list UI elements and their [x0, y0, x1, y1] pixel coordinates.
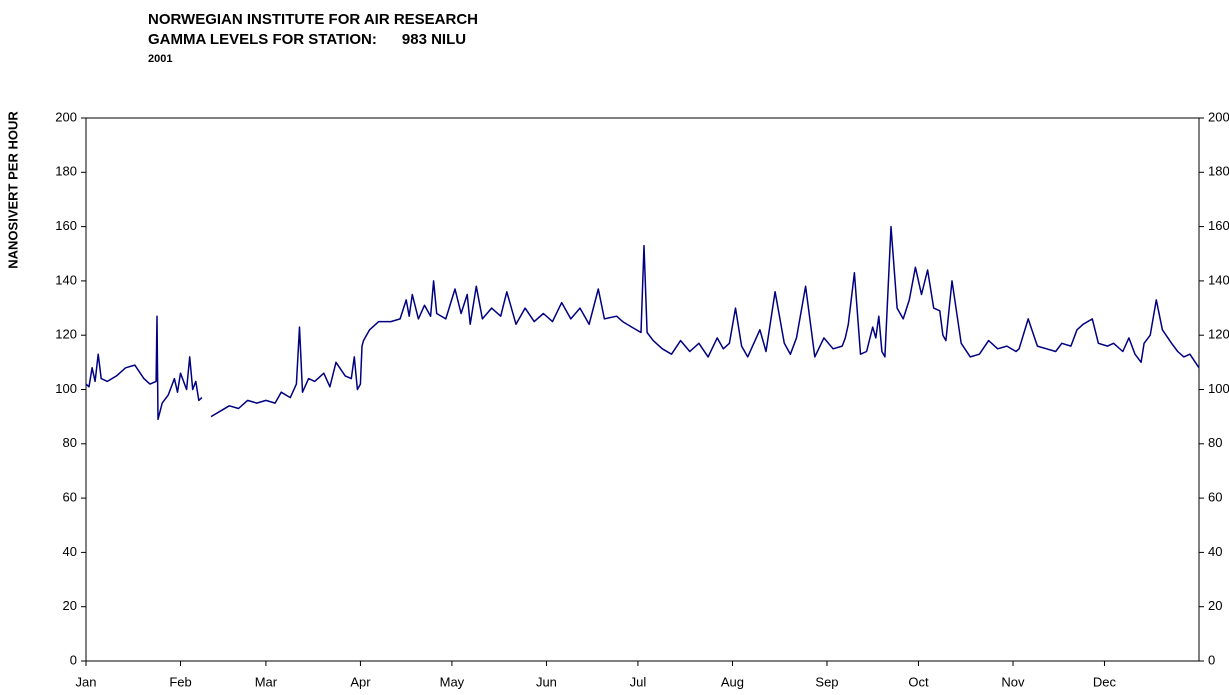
y2-tick-label: 100: [1208, 381, 1229, 396]
y2-tick-label: 0: [1208, 652, 1215, 667]
plot-frame: [85, 117, 1200, 662]
y-tick-label: 160: [55, 218, 77, 233]
y2-tick-label: 180: [1208, 164, 1229, 179]
y-tick-label: 140: [55, 272, 77, 287]
chart-subtitle: GAMMA LEVELS FOR STATION: 983 NILU: [148, 31, 466, 48]
y-tick-label: 60: [63, 490, 77, 505]
y-tick-label: 100: [55, 381, 77, 396]
y2-tick-label: 140: [1208, 272, 1229, 287]
y2-tick-label: 200: [1208, 109, 1229, 124]
x-tick-label: May: [440, 674, 465, 689]
data-line: [210, 225, 1200, 418]
x-tick-label: Oct: [908, 674, 929, 689]
y-tick-label: 20: [63, 598, 77, 613]
x-tick-label: Jan: [76, 674, 97, 689]
x-tick-label: Dec: [1093, 674, 1117, 689]
data-line: [85, 315, 203, 421]
chart-year: 2001: [148, 53, 172, 65]
chart-title: NORWEGIAN INSTITUTE FOR AIR RESEARCH: [148, 11, 478, 28]
y-tick-label: 180: [55, 164, 77, 179]
y-axis-label: NANOSIVERT PER HOUR: [5, 111, 20, 269]
y2-tick-label: 60: [1208, 490, 1222, 505]
x-tick-label: Sep: [815, 674, 838, 689]
x-tick-label: Aug: [721, 674, 744, 689]
x-tick-label: Nov: [1001, 674, 1025, 689]
x-tick-label: Jul: [630, 674, 647, 689]
y2-tick-label: 120: [1208, 327, 1229, 342]
y2-tick-label: 80: [1208, 435, 1222, 450]
y-tick-label: 120: [55, 327, 77, 342]
y2-tick-label: 40: [1208, 544, 1222, 559]
x-tick-label: Jun: [536, 674, 557, 689]
y-tick-label: 200: [55, 109, 77, 124]
y2-tick-label: 20: [1208, 598, 1222, 613]
x-tick-label: Feb: [169, 674, 191, 689]
y-tick-label: 80: [63, 435, 77, 450]
x-tick-label: Apr: [350, 674, 371, 689]
y-tick-label: 0: [70, 652, 77, 667]
y-tick-label: 40: [63, 544, 77, 559]
x-tick-label: Mar: [255, 674, 278, 689]
y2-tick-label: 160: [1208, 218, 1229, 233]
